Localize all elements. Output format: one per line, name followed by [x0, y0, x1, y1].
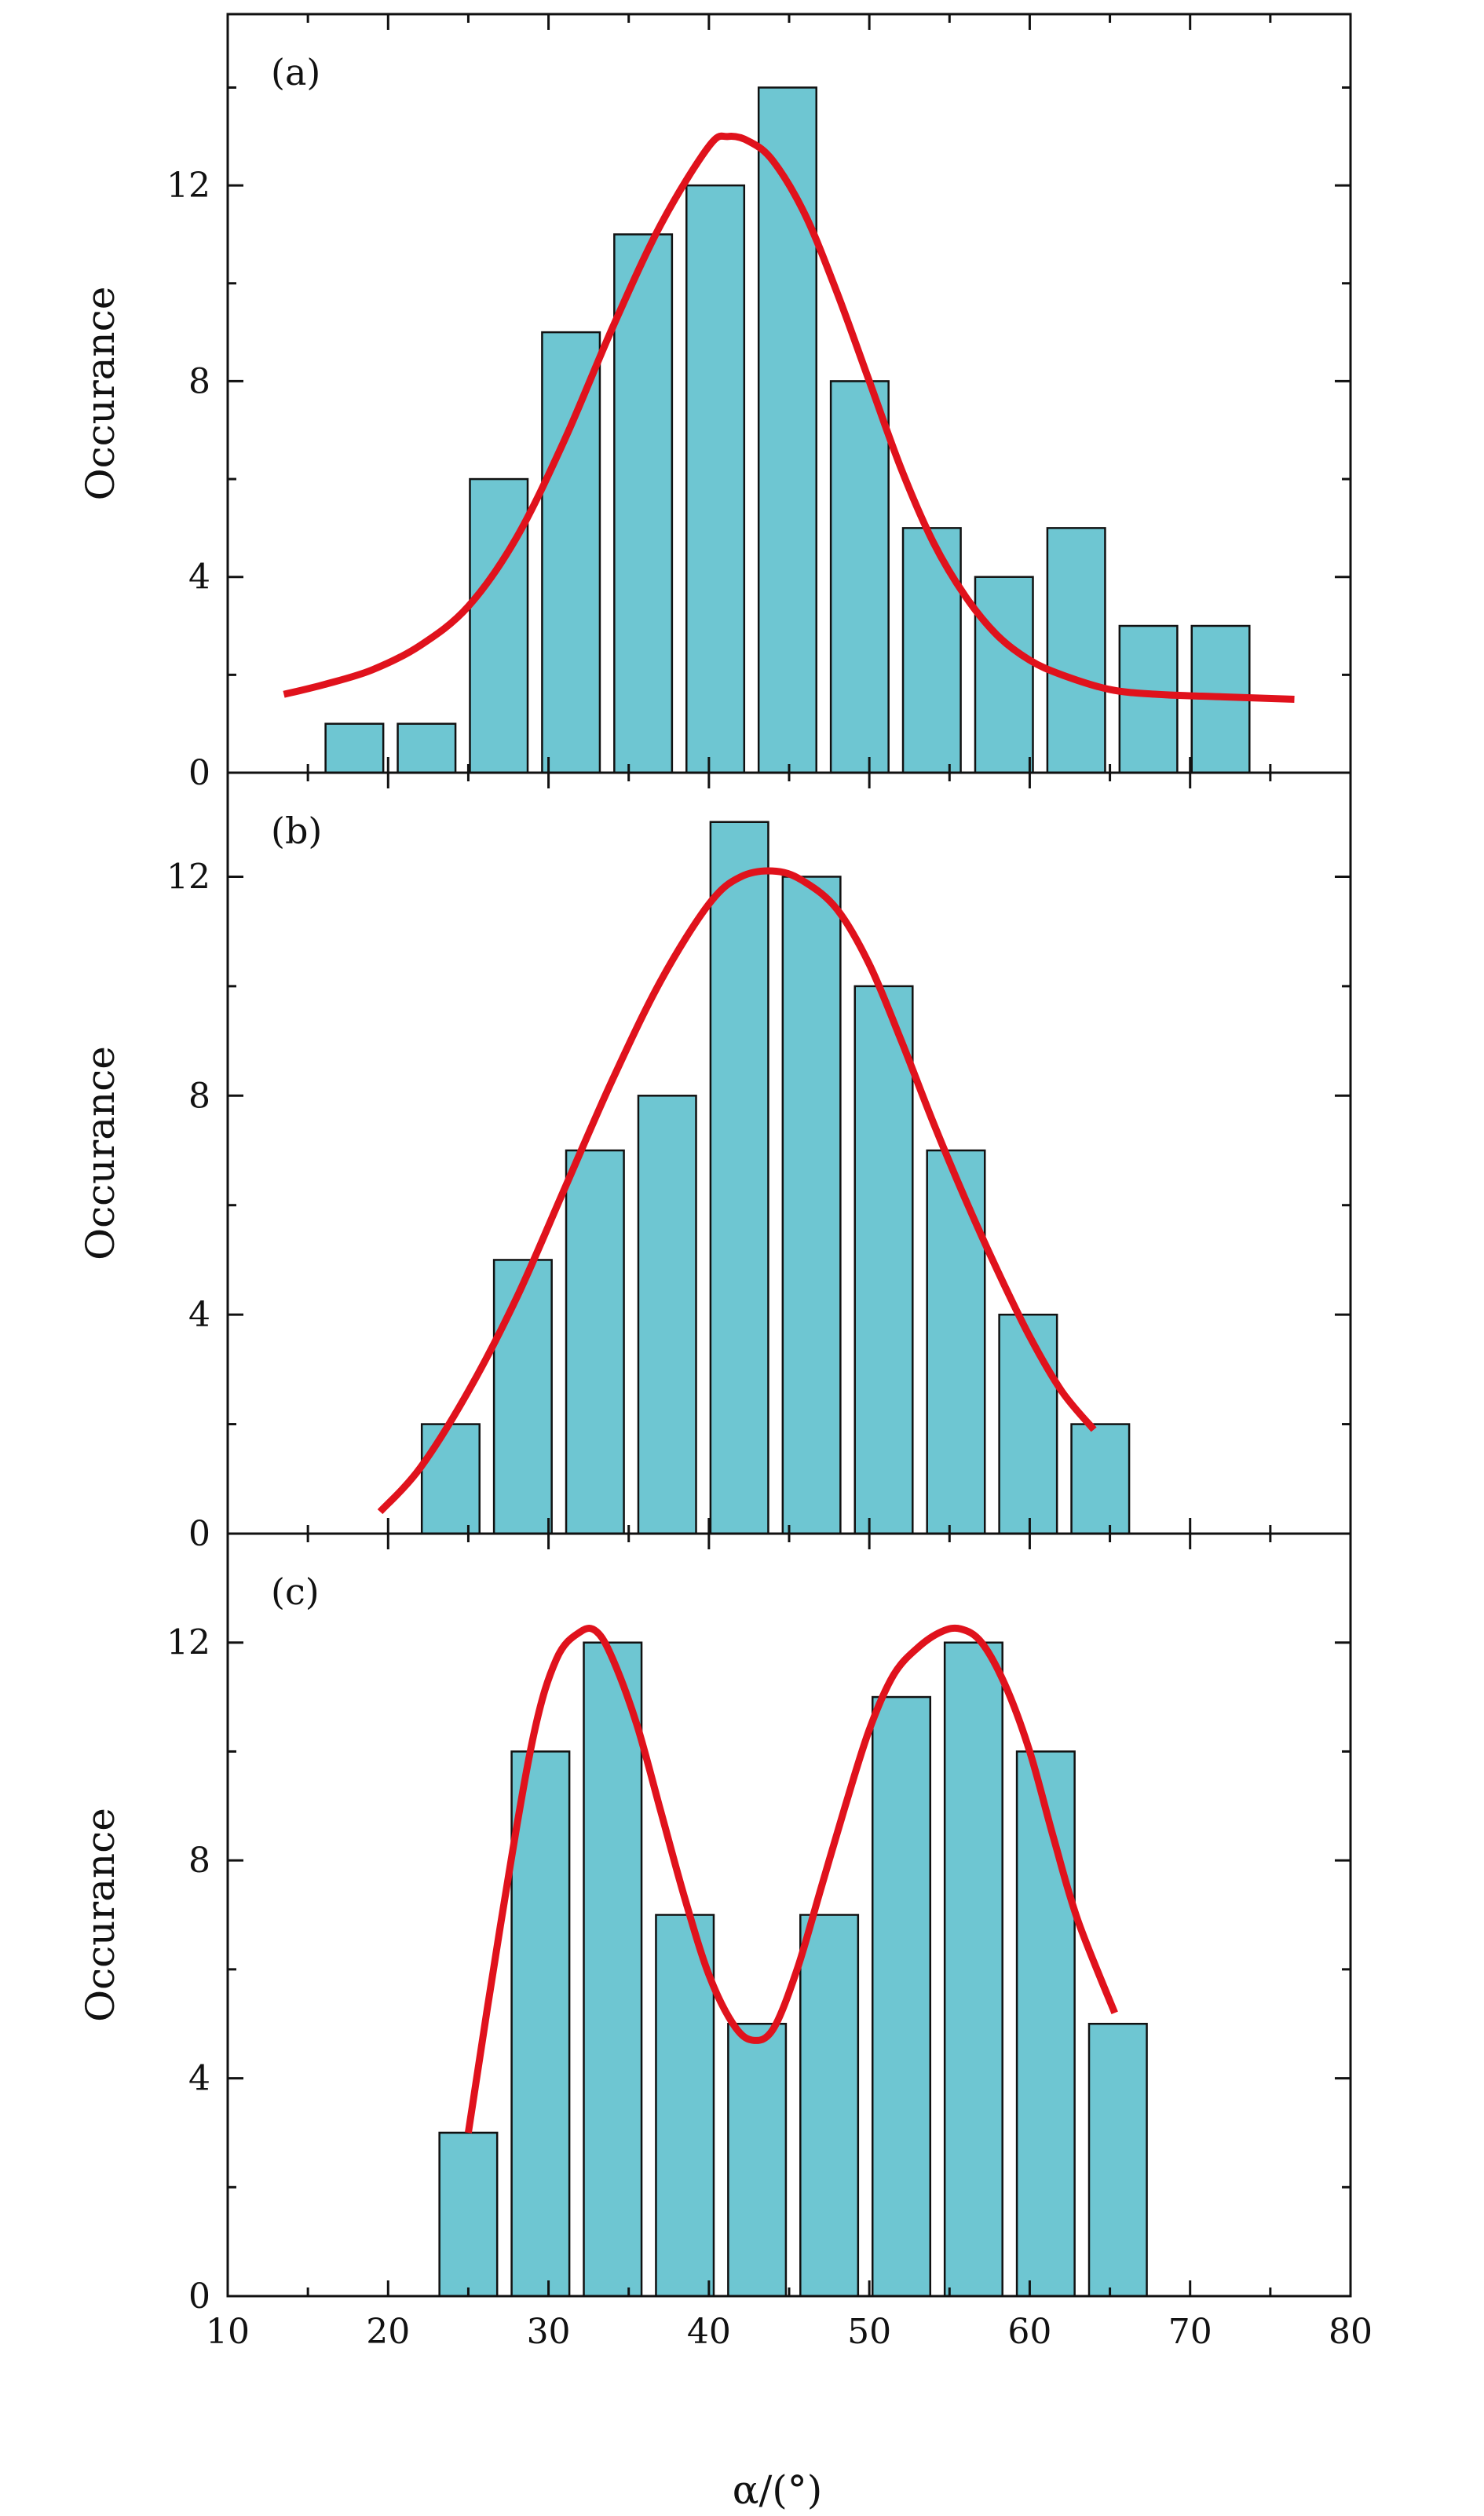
bar [541, 331, 601, 774]
x-axis-label: α/(°) [733, 2467, 823, 2513]
y-tick-label: 0 [188, 753, 210, 793]
bar [853, 985, 914, 1535]
bar [613, 233, 674, 774]
fit-curve [283, 132, 1295, 704]
bar [943, 1641, 1003, 2298]
chart-panel-0: 0 4 8 12 Occurance (a) [78, 13, 1352, 793]
bar [397, 722, 457, 774]
x-tick-label: 10 [206, 2312, 250, 2352]
x-tick-label: 30 [527, 2312, 571, 2352]
y-tick-label: 0 [188, 1514, 210, 1554]
y-tick-label: 8 [188, 1841, 210, 1881]
bar [1015, 1750, 1076, 2298]
panel-label: (c) [271, 1571, 320, 1613]
bar [420, 1423, 481, 1535]
x-tick-label: 20 [366, 2312, 410, 2352]
bar [685, 184, 746, 774]
y-tick-label: 8 [188, 361, 210, 401]
y-tick-label: 4 [188, 2059, 210, 2099]
chart-panel-1: 0 4 8 12 Occurance (b) [78, 771, 1352, 1554]
chart-panel-2: 0 4 8 12 Occurance (c) [78, 1532, 1352, 2317]
bar [492, 1259, 553, 1535]
bar [901, 527, 962, 774]
x-tick-label: 60 [1007, 2312, 1051, 2352]
plot-frame [226, 1532, 1352, 2298]
x-tick-label: 50 [847, 2312, 891, 2352]
bar [781, 876, 842, 1535]
y-tick-label: 12 [166, 166, 210, 206]
bar [727, 2022, 788, 2298]
bar [998, 1313, 1058, 1535]
bar [510, 1750, 571, 2298]
y-tick-label: 0 [188, 2276, 210, 2317]
bar [757, 86, 817, 774]
y-tick-label: 4 [188, 1295, 210, 1335]
y-tick-label: 4 [188, 558, 210, 598]
bar [871, 1695, 932, 2298]
bar [926, 1149, 986, 1535]
y-tick-label: 8 [188, 1076, 210, 1116]
bar [565, 1149, 625, 1535]
x-tick-label: 80 [1329, 2312, 1373, 2352]
bar [829, 380, 890, 774]
y-tick-label: 12 [166, 857, 210, 897]
bar [1070, 1423, 1131, 1535]
y-axis-label: Occurance [78, 287, 123, 501]
bar [583, 1641, 643, 2298]
panels: 0 4 8 12 Occurance (a) 0 4 8 12 Occurance (b) 0 4 8 12 O… [78, 13, 1373, 2352]
y-tick-label: 12 [166, 1623, 210, 1663]
y-axis-label: Occurance [78, 1046, 123, 1260]
bar [324, 722, 385, 774]
bar [1087, 2022, 1148, 2298]
bar [637, 1095, 697, 1535]
bar [974, 576, 1034, 774]
bar [799, 1914, 860, 2298]
fit-curve [464, 1624, 1118, 2134]
x-tick-label: 70 [1168, 2312, 1212, 2352]
bar [1118, 624, 1179, 774]
bar [709, 821, 769, 1535]
panel-label: (b) [271, 810, 322, 852]
x-tick-label: 40 [687, 2312, 731, 2352]
bar [469, 477, 529, 774]
panel-label: (a) [271, 51, 320, 93]
y-axis-label: Occurance [78, 1808, 123, 2022]
bar [438, 2131, 499, 2298]
fit-curve [377, 867, 1097, 1515]
bar [1046, 527, 1106, 774]
